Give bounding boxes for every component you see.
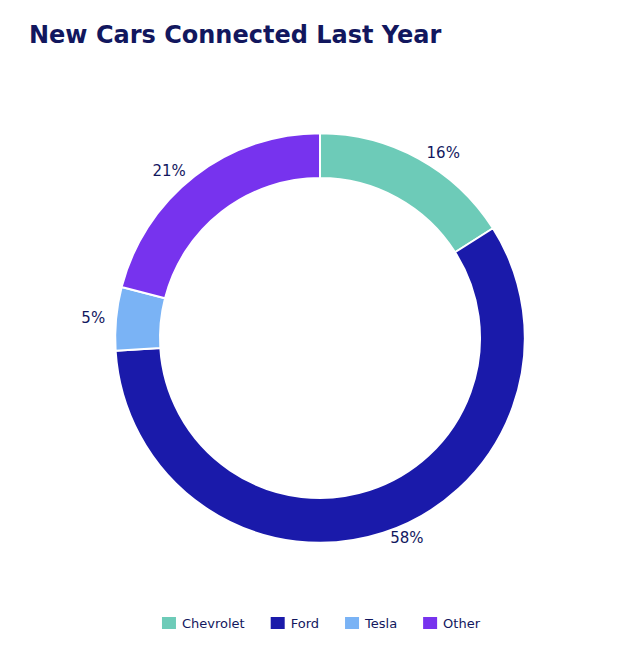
svg-text:Ford: Ford [291, 616, 319, 631]
svg-text:New Cars Connected Last Year: New Cars Connected Last Year [29, 21, 441, 49]
svg-text:Tesla: Tesla [364, 616, 397, 631]
svg-text:16%: 16% [427, 144, 460, 162]
svg-text:5%: 5% [81, 309, 105, 327]
svg-text:Other: Other [443, 616, 481, 631]
svg-text:58%: 58% [390, 529, 423, 547]
svg-text:21%: 21% [152, 162, 185, 180]
svg-text:Chevrolet: Chevrolet [182, 616, 245, 631]
